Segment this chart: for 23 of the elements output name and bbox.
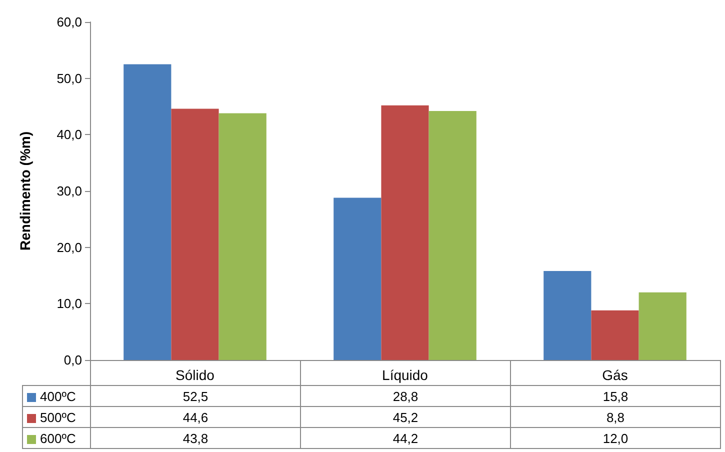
x-tick-label: Líquido [382,367,428,383]
x-tick-label: Gás [602,367,628,383]
y-tick-label: 10,0 [56,296,82,312]
y-tick-label: 60,0 [56,14,82,30]
y-tick-label: 20,0 [56,240,82,255]
data-label: 12,0 [510,428,720,448]
y-tick-label: 30,0 [56,184,82,198]
data-label: 28,8 [300,386,510,406]
data-label: 44,2 [300,428,510,448]
data-label: 43,8 [90,428,300,448]
y-tick-label: 40,0 [56,127,82,142]
y-tick-label: 50,0 [56,70,82,86]
data-label: 45,2 [300,406,510,428]
legend-label: 500ºC [22,406,90,428]
x-tick-label: Sólido [176,367,215,383]
data-label: 8,8 [510,406,720,428]
data-label: 15,8 [510,386,720,406]
y-axis-title: Rendimento (%m) [17,132,33,250]
legend-label: 400ºC [22,386,90,406]
legend-label: 600ºC [22,428,90,448]
y-tick-label: 0,0 [64,352,82,368]
data-label: 44,6 [90,406,300,428]
data-label: 52,5 [90,386,300,406]
